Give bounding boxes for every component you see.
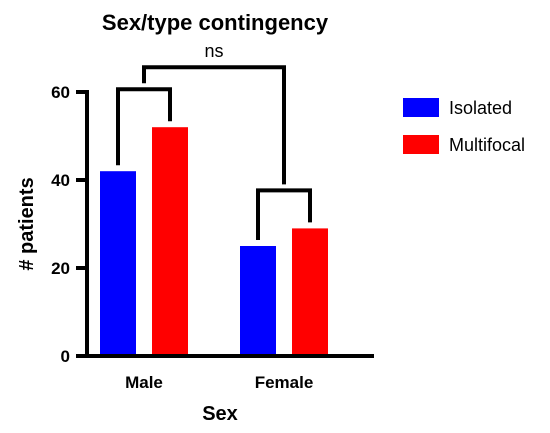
significance-brackets: ns [116, 41, 312, 240]
legend: Isolated Multifocal [403, 98, 525, 155]
legend-swatch-multifocal [403, 135, 439, 154]
bracket-female [256, 188, 312, 240]
y-tick-label: 0 [61, 347, 70, 366]
bar-male-isolated [100, 171, 136, 356]
bracket-between-groups [142, 65, 286, 185]
y-tick-label: 60 [51, 83, 70, 102]
bar-male-multifocal [152, 127, 188, 356]
x-category-label: Female [255, 373, 314, 392]
y-axis-label: # patients [16, 177, 38, 270]
x-axis-label: Sex [202, 403, 238, 425]
bars-group [100, 127, 328, 356]
significance-label: ns [204, 41, 223, 61]
bar-female-multifocal [292, 228, 328, 356]
legend-label-multifocal: Multifocal [449, 135, 525, 155]
bracket-male [116, 87, 172, 166]
chart-title: Sex/type contingency [102, 10, 329, 35]
y-tick-label: 20 [51, 259, 70, 278]
bar-female-isolated [240, 246, 276, 356]
x-category-label: Male [125, 373, 163, 392]
legend-label-isolated: Isolated [449, 98, 512, 118]
y-tick-label: 40 [51, 171, 70, 190]
x-category-labels: Male Female [125, 373, 313, 392]
legend-swatch-isolated [403, 98, 439, 117]
y-ticks: 0 20 40 60 [51, 83, 89, 366]
